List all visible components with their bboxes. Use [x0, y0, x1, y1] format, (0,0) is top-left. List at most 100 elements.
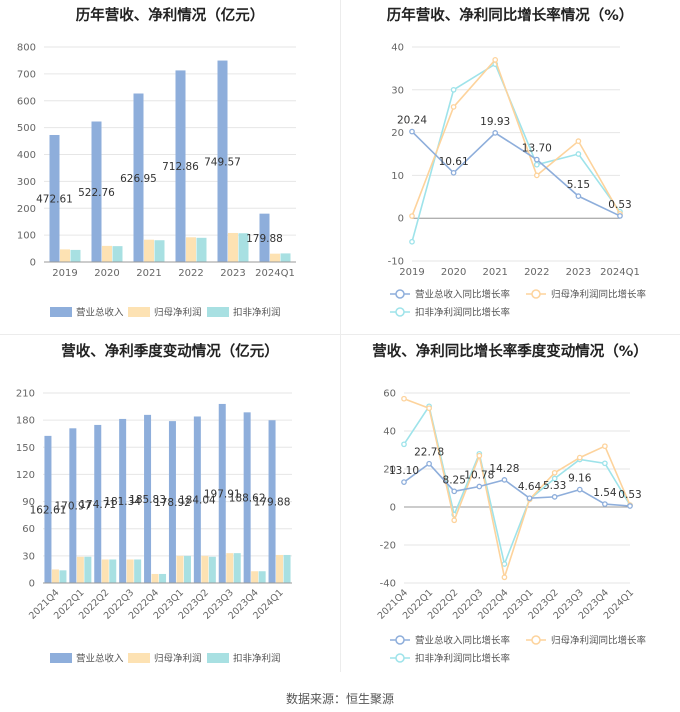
legend-label: 归母净利润	[154, 307, 202, 319]
data-label: 14.28	[489, 463, 519, 475]
data-label: 1.54	[593, 487, 617, 499]
series-point-1	[575, 138, 582, 145]
y-tick-label: 500	[17, 123, 36, 134]
series-point-2	[450, 86, 457, 93]
series-point-0	[575, 193, 582, 200]
y-tick-label: 40	[383, 427, 396, 438]
y-tick-label: 20	[383, 465, 396, 476]
y-tick-label: 600	[17, 96, 36, 107]
series-point-0	[576, 486, 583, 493]
legend-dot-marker	[395, 307, 405, 317]
legend-label: 归母净利润同比增长率	[551, 635, 647, 647]
legend-swatch	[128, 653, 150, 663]
y-tick-label: 40	[391, 43, 404, 54]
series-point-0	[617, 213, 623, 219]
y-tick-label: 30	[22, 551, 35, 562]
series-point-0	[409, 128, 415, 135]
y-tick-label: 300	[17, 177, 36, 188]
series-line-2	[403, 404, 631, 567]
bar-0	[69, 428, 77, 583]
y-tick-label: 200	[17, 204, 36, 215]
series-line-2	[411, 62, 621, 242]
data-label: 522.76	[78, 187, 115, 199]
legend-label: 营业总收入	[76, 653, 124, 665]
quarterly-bar-svg: 03060901201501802102021Q4162.612022Q1170…	[16, 389, 292, 665]
bar-1	[144, 239, 154, 262]
y-tick-label: 0	[30, 258, 36, 269]
x-tick-label: 2021	[136, 268, 161, 279]
series-point-0	[551, 494, 558, 500]
data-label: 472.61	[36, 193, 73, 205]
series-point-2	[533, 161, 540, 168]
x-tick-label: 2022	[178, 268, 203, 279]
bar-0	[193, 416, 201, 583]
bar-2	[280, 253, 291, 262]
data-label: 8.25	[443, 474, 466, 486]
data-label: 0.53	[618, 489, 641, 501]
series-point-0	[451, 488, 458, 495]
data-label: 188.62	[229, 493, 266, 505]
series-point-2	[409, 238, 415, 245]
series-point-2	[602, 460, 608, 467]
x-tick-label: 2024Q1	[255, 268, 295, 279]
y-tick-label: -10	[388, 257, 404, 268]
bar-1	[276, 554, 284, 583]
legend-label: 扣非净利润同比增长率	[415, 307, 511, 319]
data-label: 749.57	[204, 156, 241, 168]
bar-0	[94, 424, 102, 583]
bar-2	[154, 240, 165, 262]
x-tick-label: 2020	[441, 267, 466, 278]
data-label: 179.88	[254, 497, 291, 509]
bar-1	[270, 253, 280, 262]
bar-1	[201, 555, 209, 583]
bar-0	[44, 435, 52, 583]
series-point-2	[401, 441, 407, 448]
x-tick-label: 2019	[52, 268, 77, 279]
quarterly-growth-chart: 营收、净利同比增长率季度变动情况（%） -40 -20 0 20 40 60 13.10 22…	[340, 336, 680, 676]
legend-label: 归母净利润同比增长率	[551, 289, 647, 301]
bar-1	[186, 237, 196, 262]
x-tick-label: 2022	[524, 267, 549, 278]
legend-label: 营业总收入同比增长率	[415, 289, 511, 301]
annual-growth-chart: 历年营收、净利同比增长率情况（%） -10 0 10 20 30 40 20.24 10.61…	[340, 0, 680, 340]
y-tick-label: 800	[17, 43, 36, 54]
legend-dot-marker	[395, 289, 405, 299]
bar-2	[112, 246, 123, 262]
series-point-1	[476, 452, 483, 459]
data-label: 5.15	[567, 179, 590, 191]
legend-swatch	[207, 307, 229, 317]
x-tick-label: 2019	[399, 267, 424, 278]
bar-0	[49, 134, 60, 262]
data-label: 13.70	[522, 143, 552, 155]
bar-2	[196, 237, 207, 262]
y-tick-label: 120	[16, 470, 35, 481]
legend-dot-marker	[395, 635, 405, 645]
y-tick-label: 150	[16, 443, 35, 454]
data-label: 174.71	[79, 499, 116, 511]
series-point-0	[426, 460, 432, 467]
data-label: 184.04	[179, 495, 216, 507]
chart-title: 历年营收、净利同比增长率情况（%）	[386, 8, 634, 24]
data-label: 4.64	[518, 481, 542, 493]
series-point-1	[602, 443, 608, 450]
data-label: 170.97	[54, 501, 91, 513]
series-point-0	[526, 495, 533, 502]
series-point-2	[501, 561, 508, 567]
legend-swatch	[50, 307, 72, 317]
bar-1	[251, 571, 259, 583]
data-label: 178.92	[154, 497, 191, 509]
bar-0	[168, 421, 176, 583]
series-point-1	[409, 213, 415, 219]
bar-0	[144, 414, 152, 583]
y-tick-label: -20	[380, 541, 396, 552]
bar-2	[70, 249, 81, 262]
x-tick-label: 2023	[566, 267, 591, 278]
data-label: 0.53	[608, 199, 631, 211]
bar-0	[133, 93, 144, 262]
bar-0	[119, 418, 127, 583]
data-label: 10.78	[464, 470, 494, 482]
series-point-1	[450, 104, 457, 110]
bar-0	[268, 420, 276, 583]
series-point-0	[476, 483, 483, 490]
data-label: 13.10	[389, 465, 419, 477]
